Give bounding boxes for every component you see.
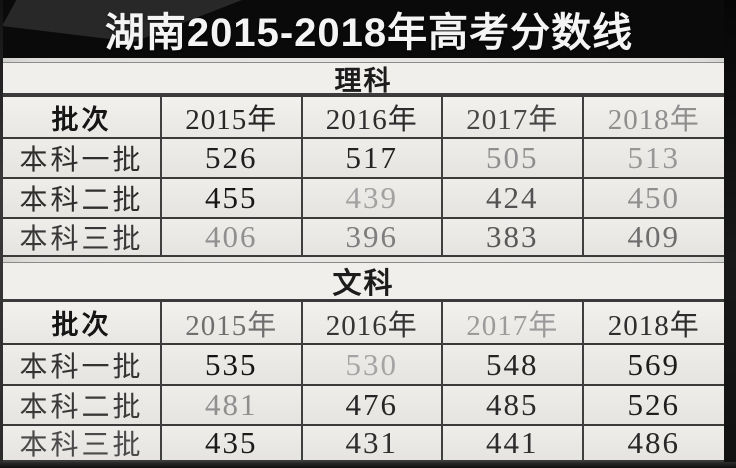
score-cell: 476 [302, 386, 443, 426]
row-label-cell: 本科三批 [3, 219, 162, 257]
score-cell: 424 [443, 179, 584, 219]
row-label-cell: 本科一批 [3, 345, 162, 386]
score-cell: 450 [583, 179, 724, 219]
year-header-cell: 2017年 [443, 300, 584, 345]
score-cell: 396 [302, 219, 443, 257]
score-cell: 383 [443, 219, 584, 257]
score-cell: 481 [162, 386, 303, 426]
section-band-science: 理科 [3, 62, 724, 96]
score-cell: 485 [443, 386, 584, 426]
score-cell: 435 [162, 425, 303, 462]
score-cell: 530 [302, 345, 443, 386]
score-cell: 455 [162, 179, 303, 219]
score-cell: 505 [443, 139, 584, 179]
score-cell: 526 [162, 139, 303, 179]
year-header-cell: 2015年 [162, 95, 303, 139]
score-cell: 513 [583, 139, 724, 179]
science-table: 批次 2015年 2016年 2017年 2018年 本科一批 526 517 … [3, 95, 724, 257]
right-edge-shadow [724, 0, 736, 468]
year-header-cell: 2018年 [583, 300, 724, 345]
year-header-cell: 2018年 [583, 95, 724, 139]
row-label-cell: 本科三批 [3, 426, 162, 462]
row-label-cell: 本科二批 [3, 179, 162, 219]
batch-header-cell: 批次 [3, 300, 162, 345]
score-cell: 548 [443, 345, 584, 386]
year-header-cell: 2015年 [162, 300, 303, 345]
page-title: 湖南2015-2018年高考分数线 [104, 11, 634, 55]
bottom-border-bar [0, 462, 736, 468]
score-cell: 526 [583, 386, 724, 426]
score-cell: 406 [162, 219, 303, 257]
year-header-cell: 2016年 [302, 300, 443, 345]
arts-table: 批次 2015年 2016年 2017年 2018年 本科一批 535 530 … [3, 300, 724, 462]
score-cell: 441 [443, 425, 584, 462]
section-band-arts: 文科 [3, 262, 724, 301]
row-label-cell: 本科二批 [3, 386, 162, 426]
score-cell: 569 [583, 345, 724, 386]
batch-header-cell: 批次 [3, 95, 162, 139]
left-edge-shadow [0, 0, 3, 468]
year-header-cell: 2016年 [302, 95, 443, 139]
row-label-cell: 本科一批 [3, 139, 162, 179]
score-cell: 535 [162, 345, 303, 386]
score-cell: 431 [302, 425, 443, 462]
title-banner: 湖南2015-2018年高考分数线 [2, 0, 736, 58]
score-cell: 517 [302, 139, 443, 179]
score-cell: 409 [583, 219, 724, 257]
year-header-cell: 2017年 [443, 95, 584, 139]
score-cell: 486 [583, 425, 724, 462]
score-cell: 439 [302, 179, 443, 219]
